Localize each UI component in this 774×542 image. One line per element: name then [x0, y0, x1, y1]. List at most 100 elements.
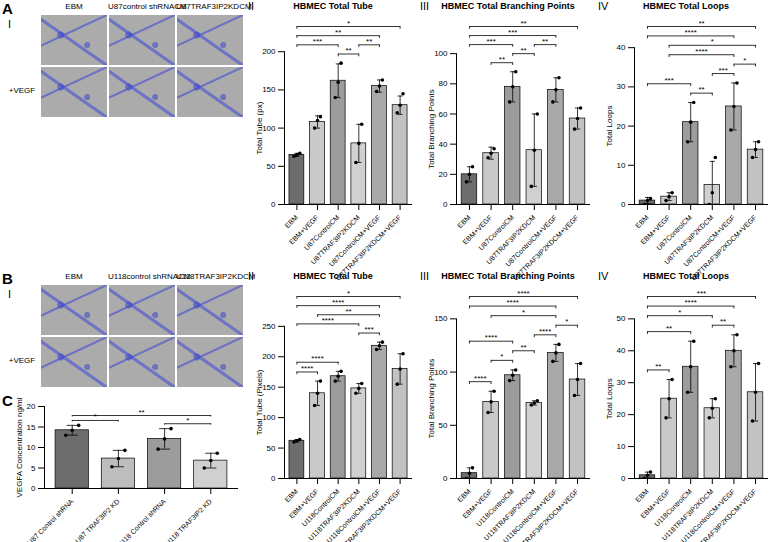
svg-text:***: *** [313, 37, 322, 46]
svg-text:200: 200 [262, 352, 276, 361]
svg-text:**: ** [542, 37, 548, 46]
svg-text:EBM: EBM [634, 214, 650, 230]
svg-text:**: ** [520, 46, 526, 55]
svg-text:***: *** [664, 76, 673, 85]
svg-text:*: * [565, 317, 568, 326]
svg-text:U118ControlCM: U118ControlCM [475, 488, 515, 528]
svg-text:50: 50 [439, 421, 448, 430]
svg-text:100: 100 [262, 124, 276, 133]
svg-text:**: ** [335, 28, 341, 37]
svg-text:10: 10 [617, 442, 626, 451]
svg-text:*: * [711, 37, 714, 46]
svg-text:150: 150 [262, 383, 276, 392]
svg-text:40: 40 [439, 140, 448, 149]
svg-text:****: **** [474, 374, 486, 383]
svg-text:U87 Control shRNA: U87 Control shRNA [26, 497, 75, 542]
svg-text:****: **** [684, 298, 696, 307]
svg-text:50: 50 [267, 444, 276, 453]
svg-text:0: 0 [621, 200, 626, 209]
svg-text:Total Branching Points: Total Branching Points [427, 359, 436, 439]
svg-text:**: ** [345, 46, 351, 55]
svg-text:**: ** [666, 324, 672, 333]
svg-text:**: ** [520, 19, 526, 28]
svg-text:VEGFA Concentration ng/ml: VEGFA Concentration ng/ml [15, 397, 24, 497]
svg-text:0: 0 [621, 474, 626, 483]
svg-text:Total Loops: Total Loops [605, 378, 614, 419]
svg-text:50: 50 [267, 162, 276, 171]
svg-text:*: * [347, 19, 350, 28]
svg-text:****: **** [506, 298, 518, 307]
svg-text:**: ** [655, 362, 661, 371]
svg-text:U87ControlCM: U87ControlCM [303, 214, 341, 252]
svg-text:U118ControlCM: U118ControlCM [653, 488, 693, 528]
svg-text:10: 10 [27, 443, 36, 452]
svg-text:**: ** [720, 317, 726, 326]
svg-text:250: 250 [262, 322, 276, 331]
svg-text:*: * [94, 412, 97, 421]
svg-text:EBM: EBM [634, 488, 650, 504]
svg-text:****: **** [322, 316, 334, 325]
svg-text:****: **** [684, 28, 696, 37]
svg-text:Total Branching Points: Total Branching Points [427, 89, 436, 169]
svg-text:5: 5 [31, 464, 36, 473]
svg-text:****: **** [301, 364, 313, 373]
svg-text:150: 150 [262, 85, 276, 94]
svg-text:0: 0 [443, 200, 448, 209]
svg-text:EBM: EBM [284, 214, 300, 230]
svg-text:**: ** [138, 408, 144, 417]
svg-text:100: 100 [262, 413, 276, 422]
svg-text:10: 10 [617, 161, 626, 170]
svg-text:Total Tube (px): Total Tube (px) [255, 101, 264, 154]
svg-text:30: 30 [617, 82, 626, 91]
svg-text:***: *** [697, 289, 706, 298]
svg-text:200: 200 [262, 47, 276, 56]
svg-text:**: ** [366, 37, 372, 46]
svg-text:*: * [186, 416, 189, 425]
svg-text:80: 80 [439, 79, 448, 88]
svg-text:100: 100 [434, 49, 448, 58]
svg-text:EBM: EBM [456, 488, 472, 504]
svg-text:20: 20 [27, 402, 36, 411]
svg-text:EBM: EBM [284, 488, 300, 504]
svg-text:U118 Control shRNA: U118 Control shRNA [116, 497, 167, 542]
svg-text:*: * [500, 352, 503, 361]
svg-text:20: 20 [617, 410, 626, 419]
svg-text:****: **** [695, 47, 707, 56]
svg-text:0: 0 [271, 200, 276, 209]
svg-text:***: *** [486, 37, 495, 46]
svg-text:*: * [678, 308, 681, 317]
svg-text:**: ** [698, 85, 704, 94]
svg-text:****: **** [517, 289, 529, 298]
svg-text:30: 30 [617, 378, 626, 387]
svg-text:U118ControlCM: U118ControlCM [300, 488, 340, 528]
svg-text:**: ** [499, 55, 505, 64]
svg-text:**: ** [345, 307, 351, 316]
svg-text:****: **** [539, 327, 551, 336]
svg-text:**: ** [520, 343, 526, 352]
svg-text:U118 TRAF3IP2 KD: U118 TRAF3IP2 KD [164, 498, 213, 542]
svg-text:0: 0 [271, 474, 276, 483]
svg-text:20: 20 [439, 170, 448, 179]
svg-text:U118TRAF3IP2KDCM+VEGF: U118TRAF3IP2KDCM+VEGF [332, 488, 402, 542]
svg-text:U118TRAF3IP2KDCM+VEGF: U118TRAF3IP2KDCM+VEGF [687, 488, 757, 542]
svg-text:****: **** [311, 354, 323, 363]
svg-text:50: 50 [617, 314, 626, 323]
svg-text:150: 150 [434, 314, 448, 323]
svg-text:***: *** [508, 28, 517, 37]
svg-text:***: *** [364, 325, 373, 334]
svg-text:U87 TRAF3IP2 KD: U87 TRAF3IP2 KD [74, 498, 121, 542]
svg-text:0: 0 [31, 484, 36, 493]
svg-text:60: 60 [439, 110, 448, 119]
svg-text:100: 100 [434, 368, 448, 377]
svg-text:15: 15 [27, 423, 36, 432]
svg-text:EBM: EBM [456, 214, 472, 230]
svg-text:Total Loops: Total Loops [605, 106, 614, 147]
svg-text:****: **** [485, 333, 497, 342]
svg-text:*: * [347, 289, 350, 298]
svg-text:****: **** [332, 298, 344, 307]
svg-text:0: 0 [443, 474, 448, 483]
svg-text:*: * [743, 56, 746, 65]
svg-text:***: *** [718, 66, 727, 75]
svg-text:20: 20 [617, 122, 626, 131]
svg-text:U118TRAF3IP2KDCM+VEGF: U118TRAF3IP2KDCM+VEGF [509, 488, 579, 542]
